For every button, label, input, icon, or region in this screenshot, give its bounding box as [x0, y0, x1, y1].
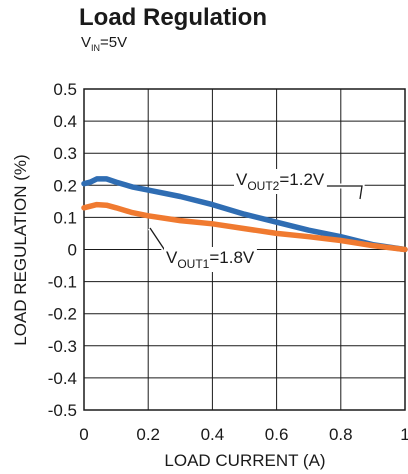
annotation-vout1: VOUT1=1.8V — [166, 248, 255, 271]
x-tick-label: 0.2 — [136, 425, 160, 444]
series-layer — [81, 176, 408, 253]
y-tick-label: -0.5 — [48, 401, 77, 420]
series-line-vout1 — [81, 201, 408, 253]
subtitle-subscript: IN — [91, 43, 101, 53]
annotation-vout1-leader — [149, 227, 167, 253]
y-tick-label: 0.2 — [53, 176, 77, 195]
y-tick-label: 0.5 — [53, 80, 77, 99]
y-tick-label: 0.4 — [53, 112, 77, 131]
subtitle-suffix: =5V — [100, 34, 128, 51]
subtitle-prefix: V — [81, 34, 92, 51]
y-tick-label: -0.3 — [48, 337, 77, 356]
annotation-vout2: VOUT2=1.2V — [236, 170, 325, 193]
y-tick-label: 0.1 — [53, 208, 77, 227]
chart-subtitle: VIN=5V — [81, 34, 128, 53]
x-tick-label: 1 — [400, 425, 408, 444]
y-tick-label: -0.4 — [48, 369, 77, 388]
chart-title: Load Regulation — [79, 4, 267, 31]
annotation-vout2-bg — [234, 169, 327, 194]
y-axis-label: LOAD REGULATION (%) — [11, 154, 30, 345]
annotation-vout1-bg — [164, 247, 257, 272]
series-line-vout2 — [81, 176, 408, 253]
y-tick-label: -0.1 — [48, 273, 77, 292]
y-tick-label: 0 — [68, 241, 77, 260]
y-tick-label: 0.3 — [53, 144, 77, 163]
x-axis-label: LOAD CURRENT (A) — [164, 451, 325, 470]
tick-labels: 0 0.2 0.4 0.6 0.8 1 0.5 0.4 0.3 0.2 0.1 0 -0.1 -0.2 -0… — [48, 80, 408, 444]
series-annotations: VOUT2=1.2V VOUT1=1.8V — [147, 169, 365, 272]
x-tick-label: 0 — [79, 425, 88, 444]
x-tick-label: 0.4 — [201, 425, 225, 444]
x-tick-label: 0.6 — [265, 425, 289, 444]
y-tick-label: -0.2 — [48, 305, 77, 324]
x-tick-label: 0.8 — [329, 425, 353, 444]
